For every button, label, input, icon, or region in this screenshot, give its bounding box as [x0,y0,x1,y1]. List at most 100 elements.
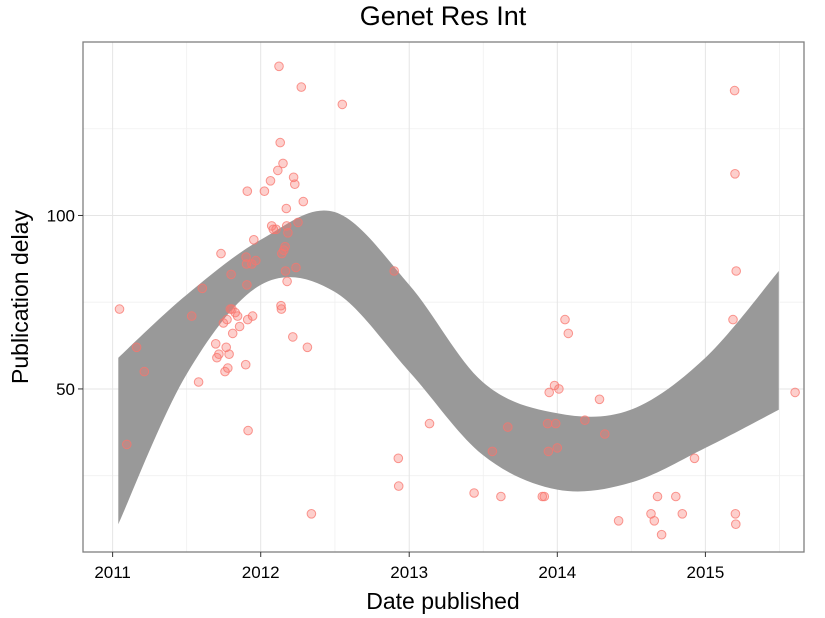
data-point [281,221,292,231]
data-point [306,509,317,519]
y-tick-label: 100 [47,206,75,225]
plot-panel-border [82,41,805,553]
data-point [544,387,555,398]
data-point [731,519,741,530]
confidence-band [118,210,779,525]
data-point [216,248,226,259]
data-point [280,241,290,252]
data-point [276,304,287,314]
data-point [251,255,261,266]
data-point [226,269,236,280]
data-point [193,377,204,387]
data-point [293,217,303,228]
data-point [241,259,252,269]
data-point [290,179,300,189]
data-point [234,321,245,332]
data-point [677,509,688,519]
y-tick-label: 50 [56,380,75,399]
data-point [283,228,293,238]
data-point [223,363,233,373]
data-point [214,349,224,360]
data-point [221,342,231,353]
data-point [197,283,208,294]
data-point [243,425,253,436]
data-point [275,137,286,148]
data-point [731,266,742,276]
data-point [274,61,284,72]
data-point [242,314,253,325]
x-tick-label: 2014 [538,563,576,582]
confidence-band-area [118,210,779,525]
data-point [288,172,299,183]
data-point [281,203,292,214]
data-point [671,491,681,502]
data-point [552,443,563,453]
chart-title: Genet Res Int [360,1,527,31]
data-point [282,276,292,287]
data-point [649,516,660,526]
data-point [276,300,286,311]
data-point [291,262,301,273]
data-point [563,328,574,339]
data-point [288,332,298,342]
data-point [543,446,554,457]
data-point [424,418,435,429]
data-point [554,384,564,394]
data-point [393,453,404,464]
y-axis-label: Publication delay [7,210,33,384]
data-point [114,304,125,314]
x-tick-label: 2011 [94,563,131,582]
data-point [280,266,291,276]
data-point [389,266,400,276]
data-point [265,176,276,186]
data-point [503,422,513,432]
data-point [218,318,229,328]
data-point [224,349,234,360]
data-point [790,387,800,398]
data-point [542,418,553,429]
data-point [273,165,283,176]
data-point [122,439,132,450]
data-point [729,85,740,96]
x-tick-label: 2015 [686,563,724,582]
data-point [652,491,663,502]
data-point [247,311,258,321]
data-point [298,196,309,207]
data-point [186,311,197,321]
data-point [139,366,150,377]
axis-ticks: 2011 2012 2013 2014 2015 50 100 [47,206,725,582]
data-point [487,446,498,457]
data-point [227,304,237,314]
data-point [227,328,238,339]
data-point [240,359,251,370]
data-point [131,342,142,353]
data-point [600,429,610,439]
data-point [594,394,605,405]
data-point [728,314,738,325]
data-point [242,280,252,290]
data-point [469,488,479,498]
x-axis-label: Date published [366,588,519,614]
data-point [730,169,740,179]
data-point [296,82,307,92]
data-point [232,311,243,321]
data-point [580,415,590,426]
data-point [241,252,251,262]
data-point [259,186,270,196]
data-points [114,61,800,540]
data-point [613,516,624,526]
data-point [539,491,550,502]
data-point [656,529,667,540]
data-point [496,491,506,502]
data-point [550,418,561,429]
data-point [730,509,741,519]
data-point [249,235,259,245]
data-point [268,224,279,235]
data-point [242,186,253,196]
data-point [278,158,288,169]
data-point [302,342,313,353]
data-point [222,314,232,325]
x-tick-label: 2012 [242,563,280,582]
